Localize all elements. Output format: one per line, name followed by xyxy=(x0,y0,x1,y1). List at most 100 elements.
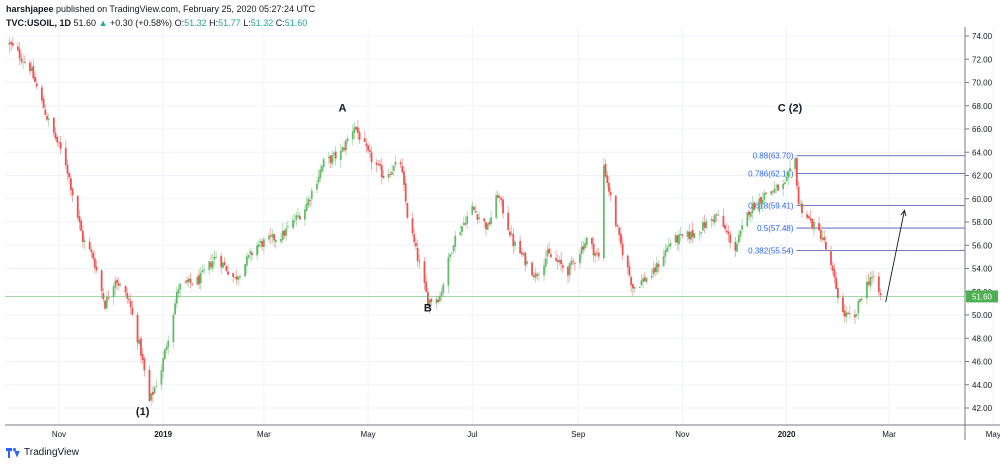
candle-body xyxy=(305,203,308,212)
candle-body xyxy=(20,58,23,62)
candle-body xyxy=(703,222,706,228)
candle-body xyxy=(184,281,187,283)
candle-body xyxy=(298,215,301,220)
candle-body xyxy=(775,185,778,187)
author-name[interactable]: harshjapee xyxy=(6,4,54,14)
candle-body xyxy=(104,300,106,309)
candle-body xyxy=(283,230,286,236)
candle-body xyxy=(464,223,467,225)
candle-body xyxy=(387,174,390,178)
candle-body xyxy=(259,241,262,243)
candle-body xyxy=(560,259,563,265)
candle-body xyxy=(712,219,715,222)
candle-body xyxy=(877,276,880,293)
candle-body xyxy=(736,244,738,252)
candle-body xyxy=(614,195,617,226)
projection-arrow-head xyxy=(900,209,907,217)
candle-body xyxy=(71,188,74,196)
candle-body xyxy=(579,254,581,264)
candle-body xyxy=(811,219,814,229)
change-arrow-icon: ▲ xyxy=(98,18,108,28)
candle-body xyxy=(244,264,247,277)
candle-body xyxy=(741,225,744,230)
y-tick-label: 70.00 xyxy=(972,79,993,88)
candle-body xyxy=(403,171,405,185)
candle-body xyxy=(151,391,154,395)
candle-body xyxy=(368,150,371,153)
candle-body xyxy=(256,245,258,256)
candle-body xyxy=(150,393,153,401)
candle-body xyxy=(867,281,870,285)
candle-body xyxy=(162,358,165,372)
candle-body xyxy=(140,338,142,356)
candle-body xyxy=(389,173,392,175)
candle-body xyxy=(715,214,718,215)
fib-level-label: 0.786(62.16) xyxy=(748,170,794,179)
candle-body xyxy=(526,261,528,264)
candle-body xyxy=(119,284,122,286)
candle-body xyxy=(167,340,170,348)
candle-body xyxy=(76,195,79,218)
candle-body xyxy=(131,307,134,315)
candle-body xyxy=(358,132,361,140)
candle-body xyxy=(148,369,151,402)
candle-body xyxy=(83,240,86,243)
y-tick-label: 74.00 xyxy=(972,32,993,41)
candle-body xyxy=(64,147,67,165)
candle-body xyxy=(549,254,552,258)
y-tick-label: 64.00 xyxy=(972,148,993,157)
x-tick-label: 2019 xyxy=(154,430,172,439)
candle-body xyxy=(203,269,206,271)
candle-body xyxy=(58,141,60,143)
candle-body xyxy=(512,234,515,247)
candle-body xyxy=(274,239,277,242)
high-label: H: xyxy=(209,18,219,28)
candle-body xyxy=(222,262,224,268)
candle-body xyxy=(237,276,240,280)
candle-body xyxy=(327,156,330,158)
candle-body xyxy=(11,42,14,46)
candle-body xyxy=(596,252,598,254)
candle-body xyxy=(734,241,737,251)
candle-body xyxy=(406,202,409,218)
candle-body xyxy=(391,172,393,175)
candle-body xyxy=(626,255,629,268)
low-label: L: xyxy=(243,18,251,28)
candle-body xyxy=(568,263,571,276)
candle-body xyxy=(631,283,634,289)
candle-body xyxy=(293,220,296,222)
candle-body xyxy=(261,241,264,247)
candle-body xyxy=(686,231,689,237)
tradingview-brand[interactable]: TradingView xyxy=(24,447,80,458)
candle-body xyxy=(52,117,55,133)
candle-body xyxy=(430,298,433,303)
candle-body xyxy=(223,262,226,266)
candle-body xyxy=(843,310,846,317)
candle-body xyxy=(239,276,241,278)
candle-body xyxy=(95,266,98,271)
candle-body xyxy=(251,252,253,256)
fib-level-label: 0.382(55.54) xyxy=(748,247,794,256)
candle-body xyxy=(556,260,559,262)
candle-body xyxy=(524,252,527,266)
candle-body xyxy=(643,277,646,282)
current-price-label: 51.60 xyxy=(972,292,993,301)
candle-body xyxy=(688,231,691,240)
y-tick-label: 44.00 xyxy=(972,381,993,390)
candle-body xyxy=(423,261,426,283)
x-tick-label: Jul xyxy=(467,430,477,439)
candle-body xyxy=(772,191,774,193)
candle-body xyxy=(30,67,33,72)
candle-body xyxy=(785,177,788,182)
candle-body xyxy=(729,234,732,243)
tradingview-logo-icon xyxy=(6,447,20,458)
candle-body xyxy=(748,211,750,216)
candle-body xyxy=(809,218,812,221)
candle-body xyxy=(107,297,110,299)
publish-line: harshjapee published on TradingView.com,… xyxy=(6,2,315,16)
candle-body xyxy=(454,235,457,247)
candle-body xyxy=(830,251,832,266)
candle-body xyxy=(322,159,325,168)
projection-arrow-line xyxy=(885,210,905,303)
